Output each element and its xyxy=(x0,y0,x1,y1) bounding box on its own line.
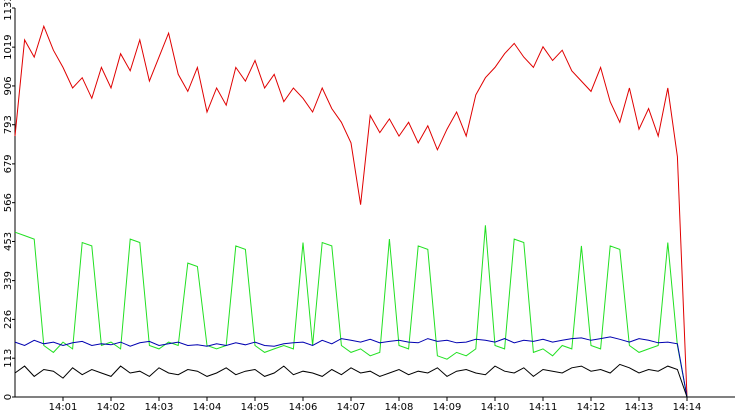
y-tick-label: 1019 xyxy=(3,34,14,59)
x-tick-label: 14:08 xyxy=(385,402,414,413)
y-tick-label: 453 xyxy=(3,232,14,251)
x-tick-label: 14:07 xyxy=(337,402,366,413)
x-tick-label: 14:03 xyxy=(145,402,174,413)
x-tick-label: 14:06 xyxy=(289,402,318,413)
x-tick-label: 14:13 xyxy=(625,402,654,413)
x-tick-label: 14:09 xyxy=(433,402,462,413)
y-tick-label: 0 xyxy=(3,394,14,400)
y-tick-label: 566 xyxy=(3,193,14,212)
y-tick-label: 906 xyxy=(3,76,14,95)
y-tick-label: 113 xyxy=(3,349,14,368)
x-tick-label: 14:04 xyxy=(193,402,222,413)
series-line xyxy=(14,336,688,398)
y-tick-label: 793 xyxy=(3,115,14,134)
series-line xyxy=(14,225,688,398)
y-tick-label: 339 xyxy=(3,271,14,290)
series-line xyxy=(14,24,688,398)
x-tick-label: 14:01 xyxy=(49,402,78,413)
y-tick-label: 1133 xyxy=(3,0,14,21)
y-tick-label: 679 xyxy=(3,154,14,173)
series-line xyxy=(14,363,688,398)
x-tick-label: 14:10 xyxy=(481,402,510,413)
x-tick-label: 14:12 xyxy=(577,402,606,413)
x-tick-label: 14:02 xyxy=(97,402,126,413)
y-tick-label: 226 xyxy=(3,310,14,329)
x-tick-label: 14:05 xyxy=(241,402,270,413)
x-tick-label: 14:14 xyxy=(673,402,702,413)
x-tick-label: 14:11 xyxy=(529,402,558,413)
